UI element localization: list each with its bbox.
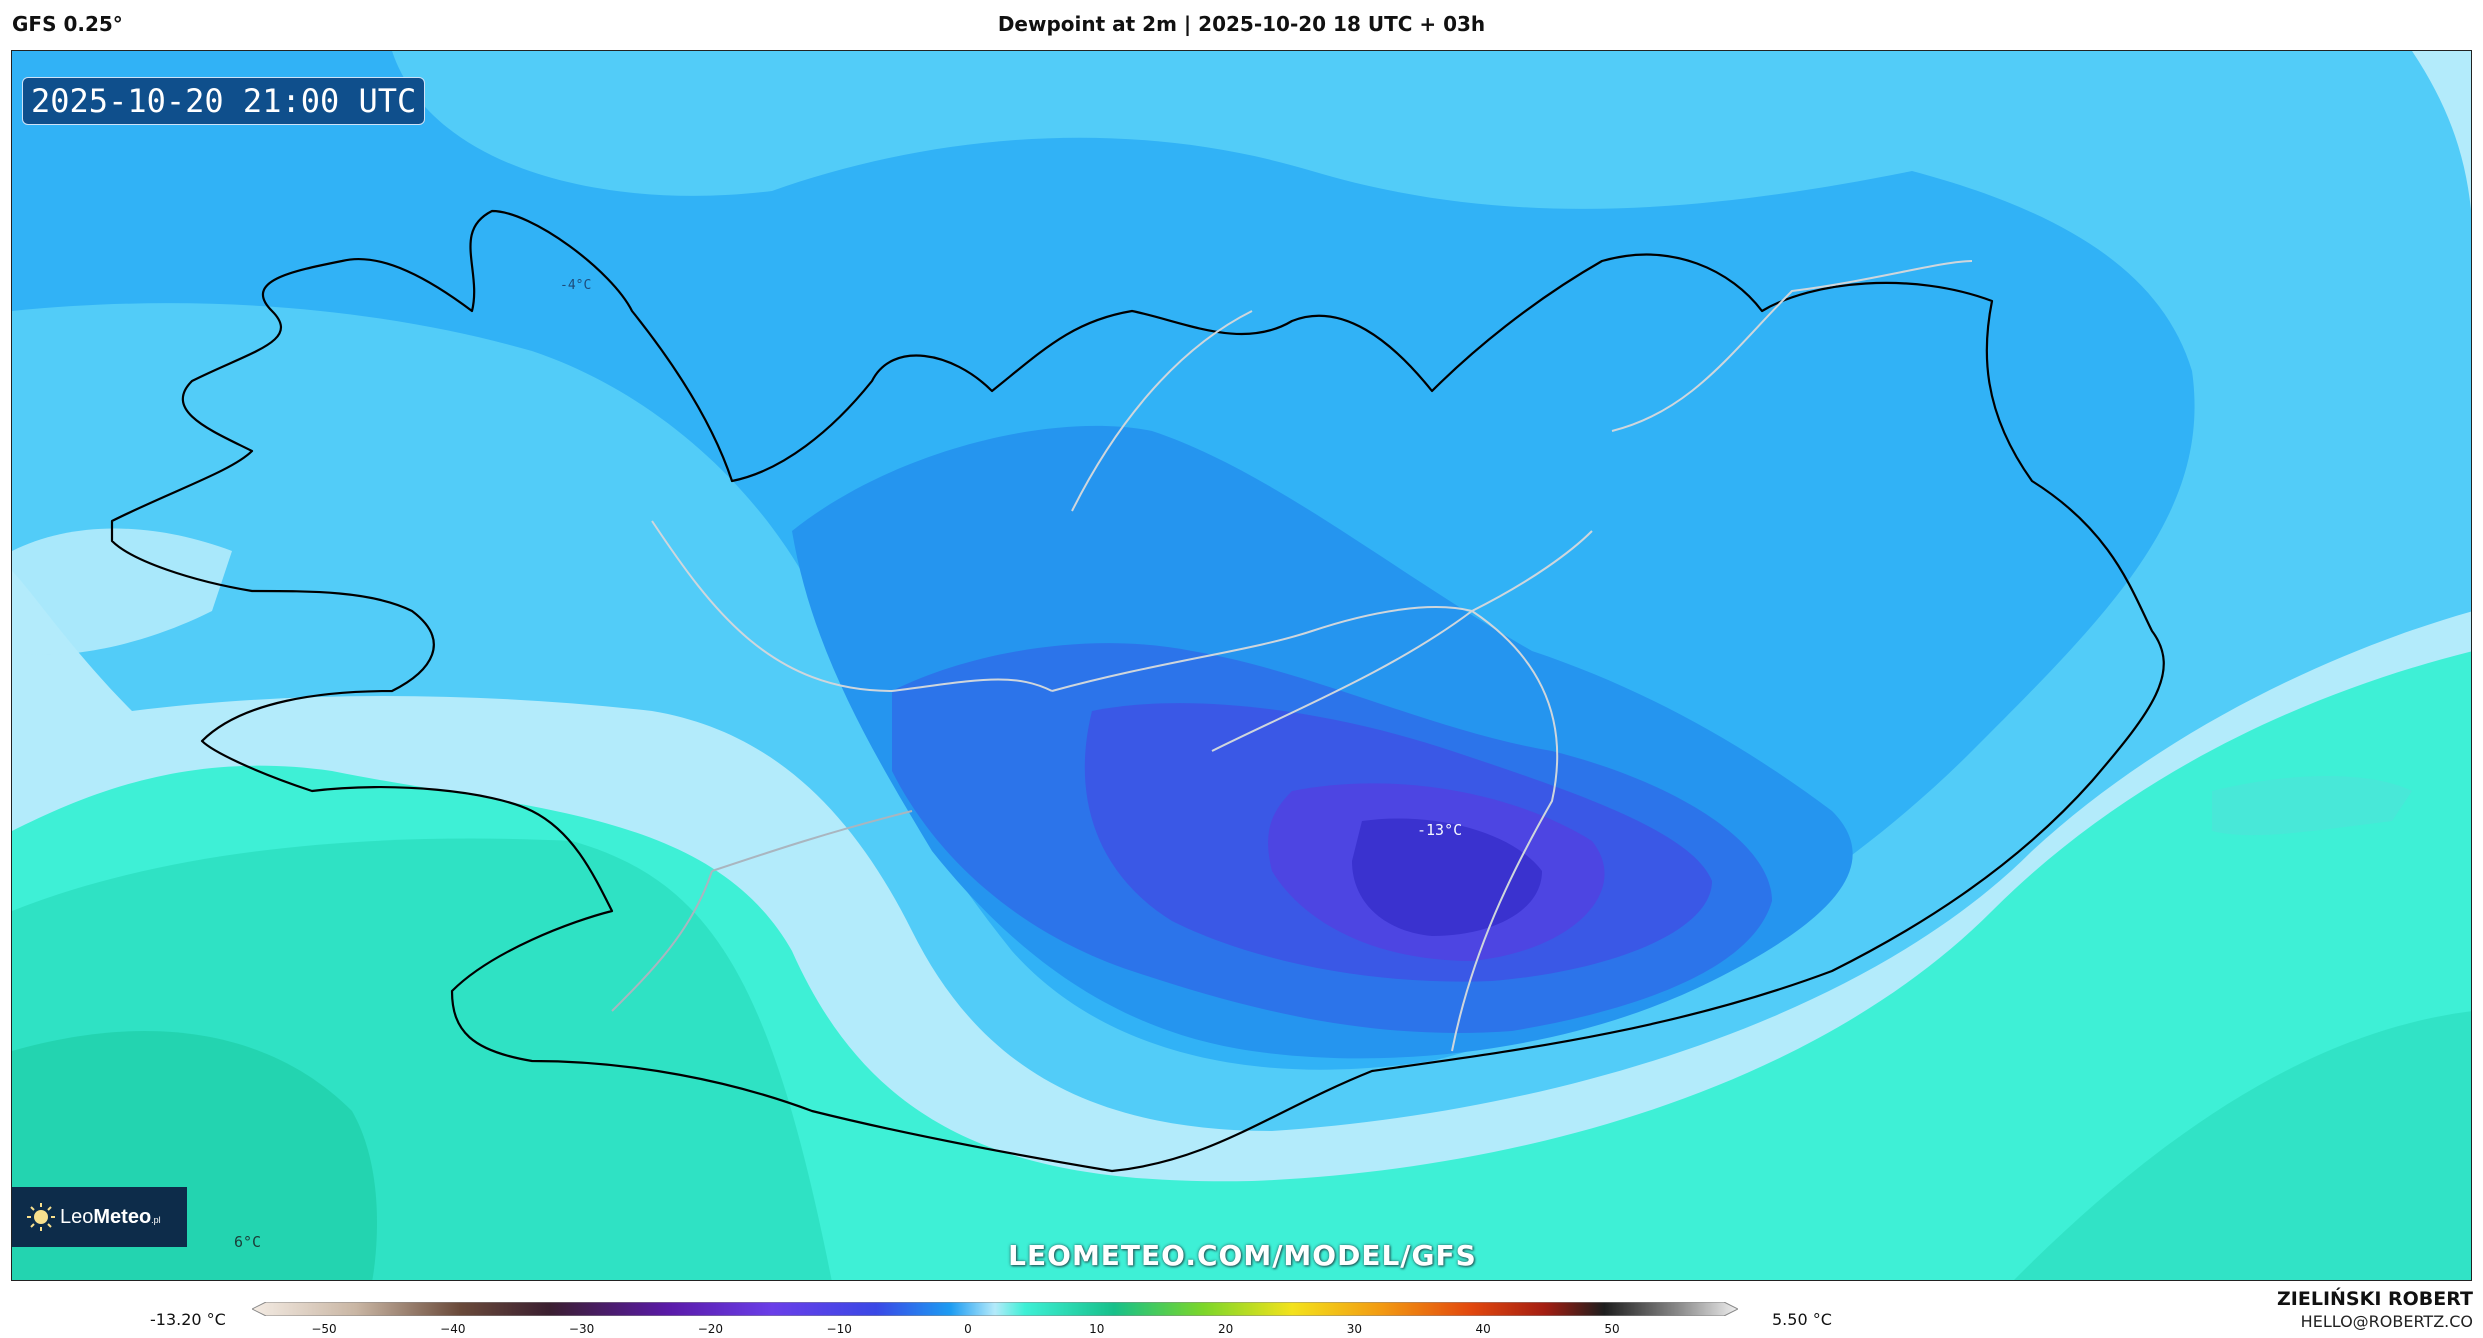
scale-tick-label: 20 xyxy=(1217,1322,1234,1336)
model-label: GFS 0.25° xyxy=(12,12,123,36)
scale-tick-label: 50 xyxy=(1604,1322,1620,1336)
value-label-small: -4°C xyxy=(560,278,592,293)
color-scale-bar xyxy=(252,1302,1738,1316)
watermark-url[interactable]: LEOMETEO.COM/MODEL/GFS xyxy=(1008,1239,1477,1272)
teal-right-field xyxy=(2014,1011,2471,1280)
scale-max-label: 5.50 °C xyxy=(1772,1310,1832,1329)
author-name: ZIELIŃSKI ROBERT xyxy=(2277,1288,2473,1310)
scale-min-label: -13.20 °C xyxy=(150,1310,226,1329)
dewpoint-map[interactable]: 2025-10-20 21:00 UTC -4°C -13°C 6°C LeoM… xyxy=(11,50,2472,1281)
scale-tick-label: −20 xyxy=(697,1322,724,1336)
logo-text-light: Leo xyxy=(60,1205,94,1228)
scale-tick-label: 30 xyxy=(1346,1322,1363,1336)
scale-tick-label: 10 xyxy=(1089,1322,1105,1336)
scale-tick-label: 0 xyxy=(964,1322,972,1336)
pale-patch-west xyxy=(12,528,232,655)
scale-tick-label: −40 xyxy=(440,1322,466,1336)
scale-tick-label: −30 xyxy=(568,1322,595,1336)
map-canvas xyxy=(12,51,2471,1280)
logo-suffix: .pl xyxy=(151,1214,161,1225)
value-label-min: -13°C xyxy=(1417,821,1463,839)
sun-icon xyxy=(26,1202,56,1232)
pale-patch-east xyxy=(2212,776,2412,836)
frigid-core xyxy=(1352,818,1542,936)
valid-time-badge: 2025-10-20 21:00 UTC xyxy=(22,77,426,125)
logo-text-bold: Meteo xyxy=(93,1205,152,1228)
value-label-max: 6°C xyxy=(234,1233,262,1251)
scale-tick-label: −10 xyxy=(826,1322,852,1336)
map-title: Dewpoint at 2m | 2025-10-20 18 UTC + 03h xyxy=(997,12,1486,36)
roads xyxy=(651,260,1973,1052)
coastline xyxy=(110,209,2165,1173)
roads-west xyxy=(611,810,913,1012)
author-email[interactable]: HELLO@ROBERTZ.CO xyxy=(2300,1312,2473,1331)
scale-tick-label: 40 xyxy=(1475,1322,1491,1336)
leometeo-logo[interactable]: LeoMeteo.pl xyxy=(12,1187,187,1247)
scale-tick-label: −50 xyxy=(311,1322,337,1336)
logo-text: LeoMeteo.pl xyxy=(60,1206,161,1229)
